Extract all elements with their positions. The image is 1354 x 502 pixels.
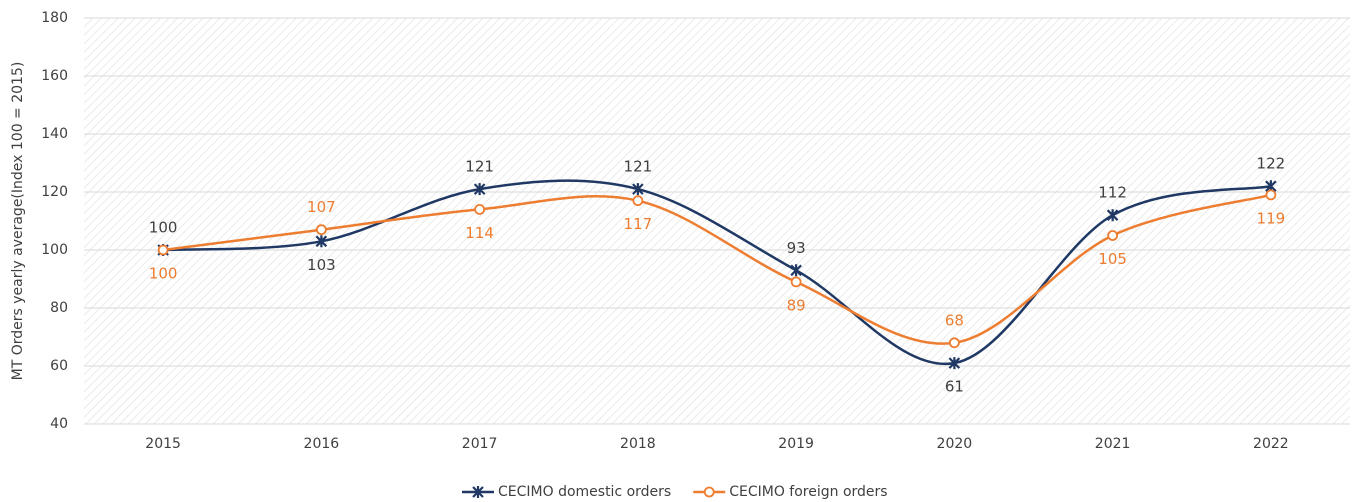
marker [948, 357, 961, 370]
data-label: 119 [1257, 209, 1286, 227]
marker [474, 203, 486, 215]
x-tick-label: 2016 [304, 436, 340, 452]
data-label: 103 [307, 256, 336, 274]
legend-marker [703, 486, 715, 498]
y-axis-label: MT Orders yearly average(Index 100 = 201… [10, 62, 26, 381]
marker [157, 244, 169, 256]
data-label: 121 [465, 158, 494, 176]
x-tick-label: 2022 [1253, 436, 1289, 452]
marker [315, 224, 327, 236]
series-line [163, 179, 1272, 366]
legend-label: CECIMO domestic orders [498, 484, 671, 500]
y-tick-label: 100 [41, 242, 68, 258]
y-tick-label: 80 [50, 300, 68, 316]
data-label: 100 [149, 265, 178, 283]
x-tick-label: 2015 [145, 436, 181, 452]
y-tick-label: 60 [50, 358, 68, 374]
marker [632, 195, 644, 207]
marker [315, 235, 328, 248]
marker [632, 183, 644, 196]
y-tick-label: 180 [41, 10, 68, 26]
data-label: 61 [945, 378, 964, 396]
x-tick-label: 2021 [1095, 436, 1131, 452]
y-tick-label: 160 [41, 68, 68, 84]
data-label: 121 [624, 158, 653, 176]
y-tick-label: 140 [41, 126, 68, 142]
x-tick-label: 2017 [462, 436, 498, 452]
marker [1265, 189, 1277, 201]
data-label: 68 [945, 311, 964, 329]
legend-marker [472, 486, 484, 498]
marker [790, 276, 802, 288]
series-line [162, 193, 1272, 345]
data-label: 122 [1257, 155, 1286, 173]
data-label: 93 [787, 239, 806, 257]
x-tick-label: 2018 [620, 436, 656, 452]
data-label: 107 [307, 198, 336, 216]
plot-background [84, 18, 1350, 424]
y-tick-label: 120 [41, 184, 68, 200]
data-label: 112 [1098, 184, 1127, 202]
data-label: 114 [465, 224, 494, 242]
marker [473, 183, 486, 196]
marker [1107, 230, 1119, 241]
marker [948, 337, 960, 349]
marker [1106, 209, 1119, 222]
data-label: 100 [149, 219, 178, 237]
y-tick-label: 40 [50, 416, 68, 432]
x-tick-label: 2019 [778, 436, 814, 452]
data-label: 89 [787, 296, 806, 314]
marker [790, 264, 802, 277]
data-label: 105 [1098, 250, 1127, 268]
data-label: 117 [624, 215, 653, 233]
x-tick-label: 2020 [937, 436, 973, 452]
legend-label: CECIMO foreign orders [729, 484, 887, 500]
